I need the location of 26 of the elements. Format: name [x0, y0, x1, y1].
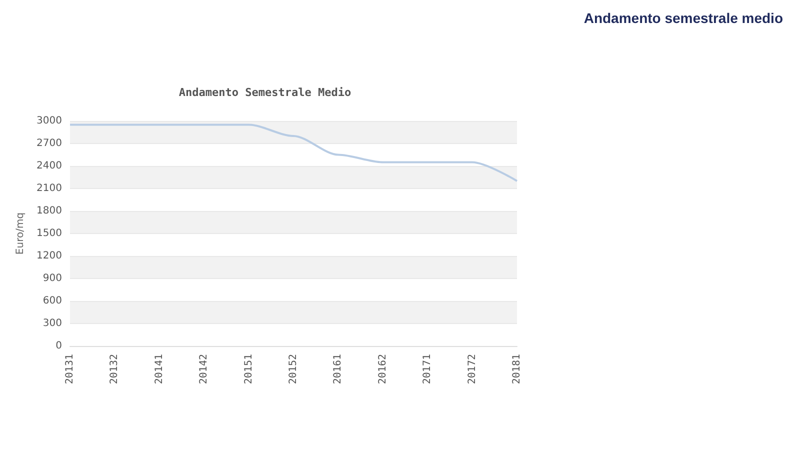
y-tick-label: 2400: [36, 160, 62, 172]
x-tick-label: 20132: [109, 354, 120, 384]
x-tick-label: 20181: [512, 354, 522, 384]
x-tick-label: 20141: [154, 354, 165, 384]
y-tick-label: 2100: [36, 183, 62, 194]
y-tick-label: 1500: [36, 228, 62, 239]
y-tick-label: 0: [56, 340, 62, 352]
text: Andamento semestrale medio: [584, 10, 783, 26]
y-tick-label: 300: [42, 318, 62, 329]
x-tick-label: 20142: [198, 354, 210, 384]
x-tick-label: 20161: [332, 354, 344, 384]
y-tick-label: 3000: [36, 116, 62, 126]
x-tick-label: 20151: [243, 354, 254, 384]
x-tick-label: 20131: [64, 354, 76, 384]
x-tick-label: 20172: [466, 354, 478, 384]
y-tick-label: 2700: [36, 138, 62, 149]
x-tick-label: 20162: [377, 354, 388, 384]
line-series: [69, 124, 518, 182]
y-tick-label: 1200: [36, 250, 62, 262]
y-tick-label: 600: [42, 296, 62, 306]
x-tick-label: 20152: [288, 354, 299, 384]
y-tick-label: 900: [42, 273, 62, 284]
y-axis-title: Euro/mq: [15, 212, 26, 255]
y-tick-label: 1800: [36, 206, 62, 216]
chart-title: Andamento Semestrale Medio: [178, 86, 352, 99]
x-tick-label: 20171: [422, 354, 434, 384]
